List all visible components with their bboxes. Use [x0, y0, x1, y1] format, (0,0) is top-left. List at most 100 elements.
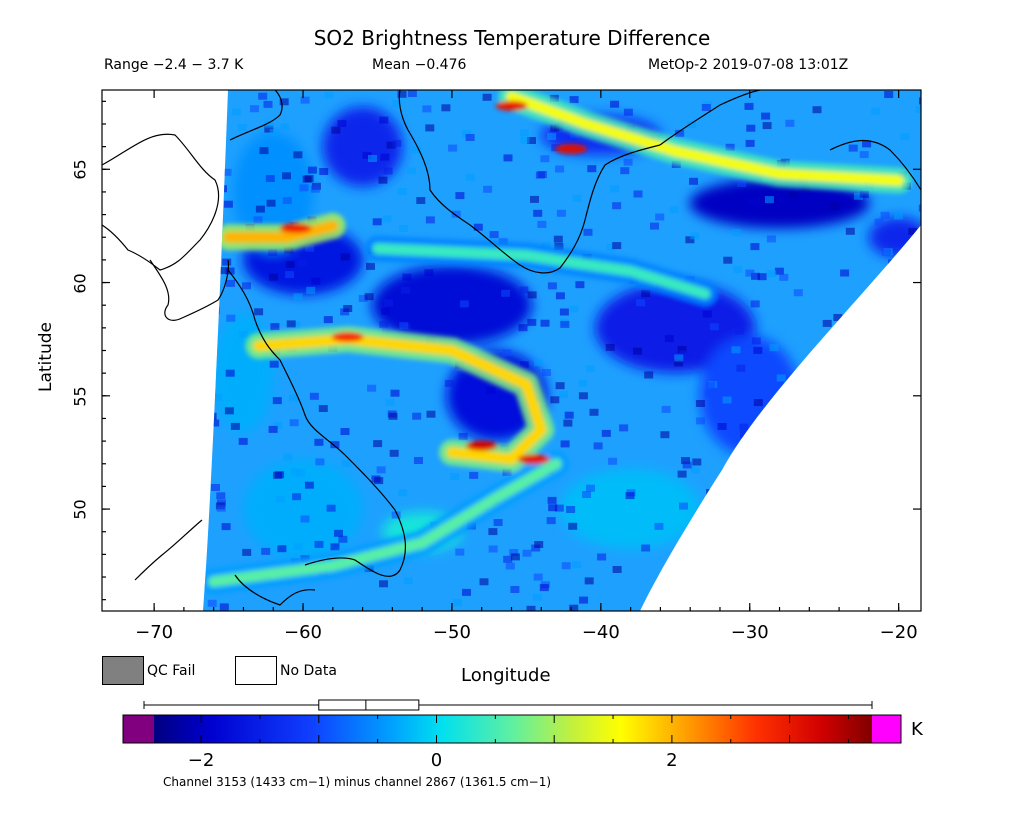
data-pixel — [285, 261, 295, 268]
data-pixel — [790, 604, 800, 611]
data-pixel — [488, 528, 498, 536]
data-pixel — [380, 153, 390, 161]
data-pixel — [324, 91, 334, 99]
data-pixel — [762, 122, 772, 130]
data-pixel — [704, 389, 714, 397]
data-pixel — [242, 548, 252, 556]
data-pixel — [263, 100, 273, 108]
data-pixel — [211, 484, 220, 491]
data-pixel — [526, 605, 536, 611]
data-pixel — [503, 555, 513, 563]
data-pixel — [732, 229, 742, 236]
data-pixel — [486, 386, 496, 394]
data-pixel — [314, 438, 324, 446]
data-pixel — [519, 286, 529, 294]
data-pixel — [706, 381, 716, 389]
data-pixel — [547, 282, 557, 290]
data-pixel — [568, 522, 578, 530]
data-pixel — [852, 365, 862, 373]
no-data-label: No Data — [280, 663, 337, 679]
data-pixel — [669, 206, 679, 214]
map-title: SO2 Brightness Temperature Difference — [313, 26, 711, 50]
y-tick-label: 50 — [70, 499, 90, 520]
data-pixel — [398, 489, 408, 497]
data-pixel — [213, 393, 223, 401]
data-pixel — [299, 184, 309, 192]
data-pixel — [805, 587, 815, 594]
data-pixel — [455, 192, 465, 200]
hot-spot — [465, 440, 498, 451]
data-pixel — [530, 195, 539, 203]
data-pixel — [779, 273, 789, 281]
data-pixel — [612, 566, 622, 573]
data-pixel — [682, 461, 692, 469]
data-pixel — [702, 310, 712, 318]
data-pixel — [745, 269, 755, 277]
data-pixel — [222, 168, 232, 176]
x-axis-label: Longitude — [461, 665, 551, 686]
data-pixel — [655, 213, 665, 221]
data-pixel — [761, 112, 771, 120]
data-pixel — [774, 267, 784, 275]
data-pixel — [619, 424, 629, 432]
data-pixel — [561, 562, 571, 570]
data-pixel — [793, 289, 803, 297]
data-pixel — [307, 166, 317, 174]
data-pixel — [883, 400, 893, 408]
data-pixel — [343, 305, 353, 312]
data-pixel — [300, 96, 310, 104]
data-pixel — [893, 212, 903, 220]
data-pixel — [414, 457, 423, 464]
x-tick-label: −20 — [879, 622, 918, 643]
data-pixel — [509, 549, 519, 556]
data-pixel — [326, 504, 336, 512]
data-pixel — [226, 279, 235, 287]
data-pixel — [424, 269, 434, 277]
x-tick-label: −50 — [432, 622, 471, 643]
data-pixel — [280, 123, 290, 130]
data-pixel — [674, 354, 684, 362]
data-pixel — [210, 277, 219, 285]
data-pixel — [555, 382, 565, 390]
data-pixel — [869, 290, 879, 298]
data-pixel — [751, 272, 760, 280]
data-pixel — [884, 91, 894, 98]
data-pixel — [407, 167, 417, 175]
data-pixel — [781, 489, 791, 497]
data-pixel — [569, 305, 579, 313]
data-pixel — [455, 548, 465, 556]
colorbar-tick-label: 0 — [430, 750, 443, 771]
data-pixel — [819, 510, 829, 518]
data-pixel — [681, 457, 690, 465]
data-pixel — [534, 359, 543, 367]
data-pixel — [555, 292, 565, 300]
data-pixel — [488, 545, 498, 553]
data-pixel — [741, 525, 751, 533]
data-pixel — [759, 594, 769, 602]
y-axis-label: Latitude — [36, 322, 56, 392]
data-pixel — [289, 419, 299, 427]
data-pixel — [612, 242, 622, 250]
data-pixel — [733, 266, 743, 273]
data-pixel — [502, 349, 512, 357]
field-blob — [233, 131, 314, 252]
data-pixel — [919, 97, 921, 105]
data-pixel — [582, 491, 591, 498]
data-pixel — [757, 273, 767, 281]
data-pixel — [741, 497, 751, 505]
data-pixel — [425, 124, 435, 132]
band-hudson — [223, 220, 339, 243]
data-pixel — [610, 100, 620, 108]
data-pixel — [448, 144, 458, 152]
data-pixel — [776, 374, 786, 382]
data-pixel — [540, 319, 550, 327]
data-pixel — [854, 192, 863, 200]
data-pixel — [840, 269, 850, 277]
data-field — [213, 106, 921, 560]
data-pixel — [221, 523, 231, 531]
data-pixel — [855, 366, 865, 374]
data-pixel — [579, 596, 588, 604]
data-pixel — [753, 346, 763, 354]
data-pixel — [255, 205, 265, 213]
data-pixel — [518, 324, 528, 332]
